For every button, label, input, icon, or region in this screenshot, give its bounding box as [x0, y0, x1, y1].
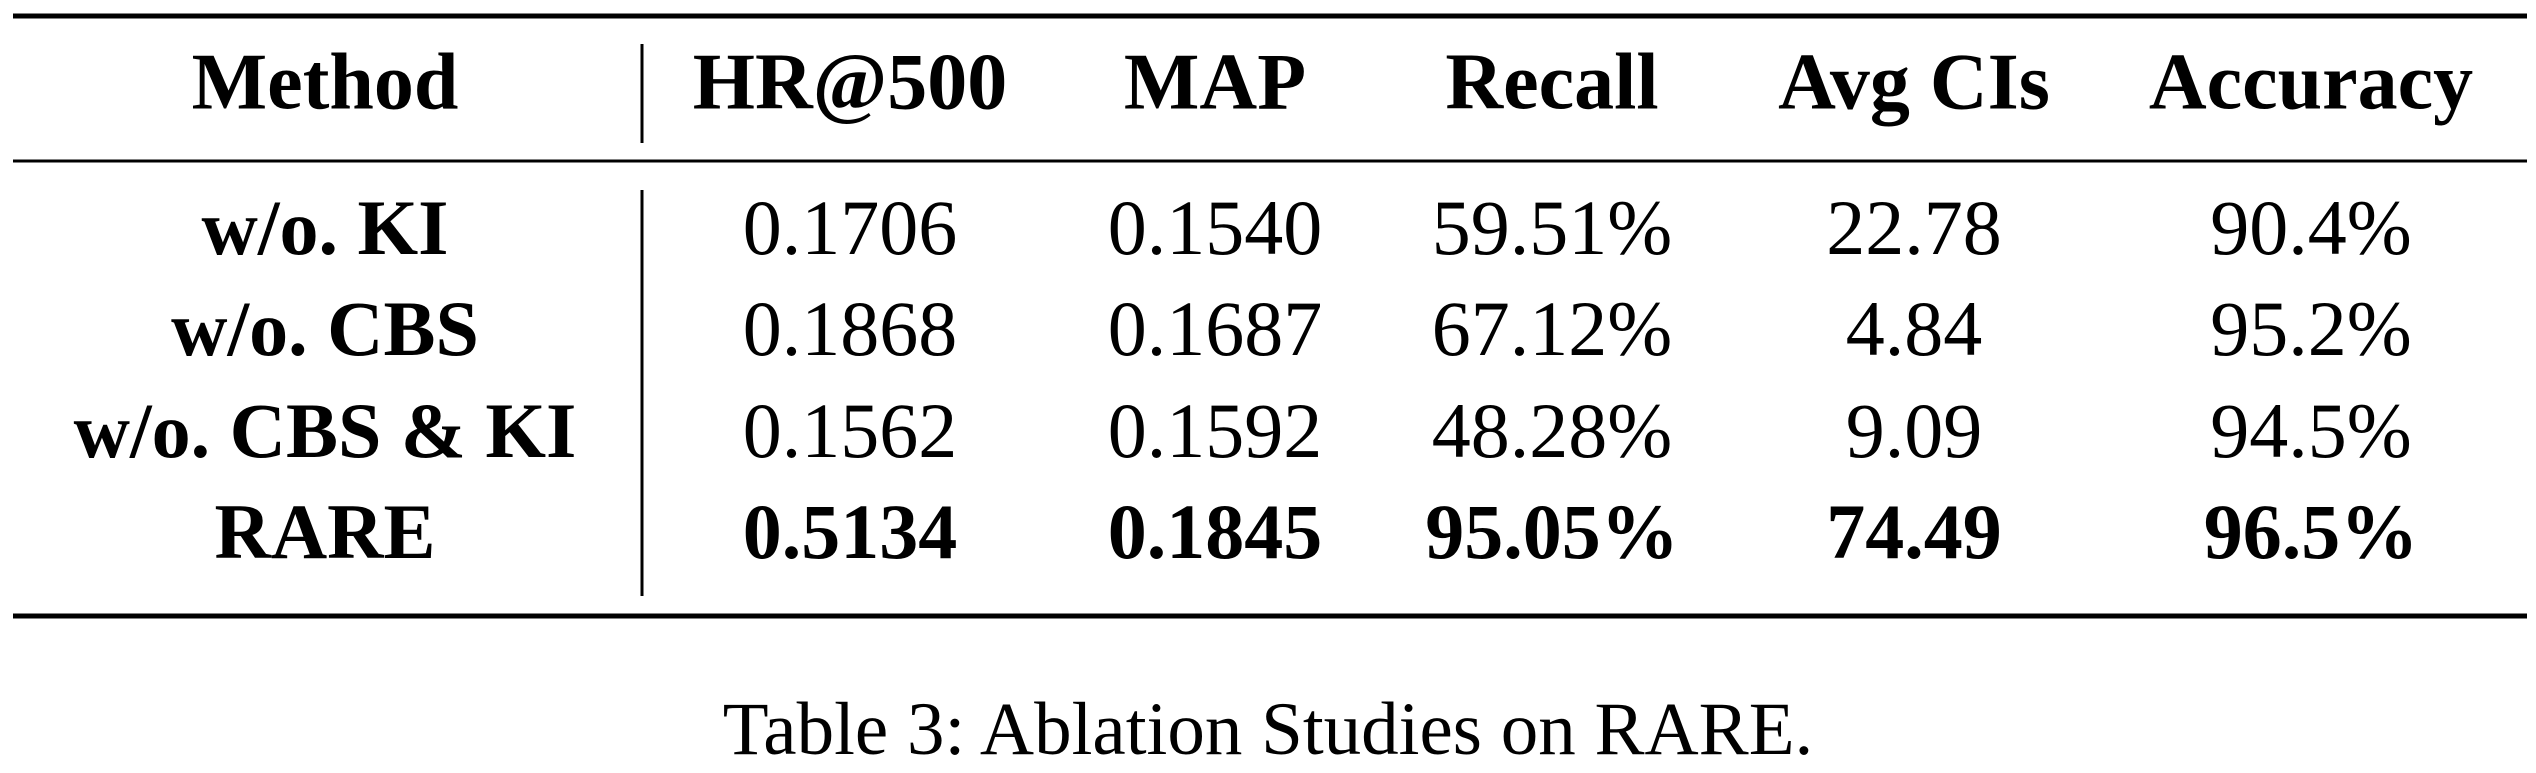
row-label: w/o. CBS [171, 285, 479, 372]
table-cell: 74.49 [1826, 488, 2002, 575]
table-cell: 95.05% [1425, 488, 1679, 575]
row-label: RARE [214, 488, 435, 575]
table-cell: 94.5% [2210, 387, 2411, 474]
table-cell: 59.51% [1432, 184, 1672, 271]
header-cell: Accuracy [2149, 38, 2473, 126]
table-cell: 9.09 [1846, 387, 1983, 474]
table-cell: 0.5134 [743, 488, 958, 575]
table-cell: 0.1562 [743, 387, 958, 474]
header-cell: Avg CIs [1778, 38, 2050, 126]
header-cell: Recall [1445, 38, 1658, 126]
row-label: w/o. KI [201, 184, 448, 271]
table-cell: 95.2% [2210, 285, 2411, 372]
table-cell: 67.12% [1432, 285, 1672, 372]
row-label: w/o. CBS & KI [74, 387, 577, 474]
header-cell: Method [192, 38, 459, 126]
table-cell: 48.28% [1432, 387, 1672, 474]
table-cell: 96.5% [2204, 488, 2419, 575]
table-cell: 0.1592 [1108, 387, 1323, 474]
header-cell: MAP [1124, 38, 1306, 126]
caption: Table 3: Ablation Studies on RARE. [723, 688, 1814, 771]
table-cell: 4.84 [1846, 285, 1983, 372]
table-cell: 0.1868 [743, 285, 958, 372]
table-cell: 22.78 [1826, 184, 2002, 271]
table-cell: 0.1706 [743, 184, 958, 271]
table-cell: 0.1845 [1108, 488, 1323, 575]
table-cell: 0.1540 [1108, 184, 1323, 271]
table-cell: 90.4% [2210, 184, 2411, 271]
table-cell: 0.1687 [1108, 285, 1323, 372]
header-cell: HR@500 [693, 38, 1007, 126]
